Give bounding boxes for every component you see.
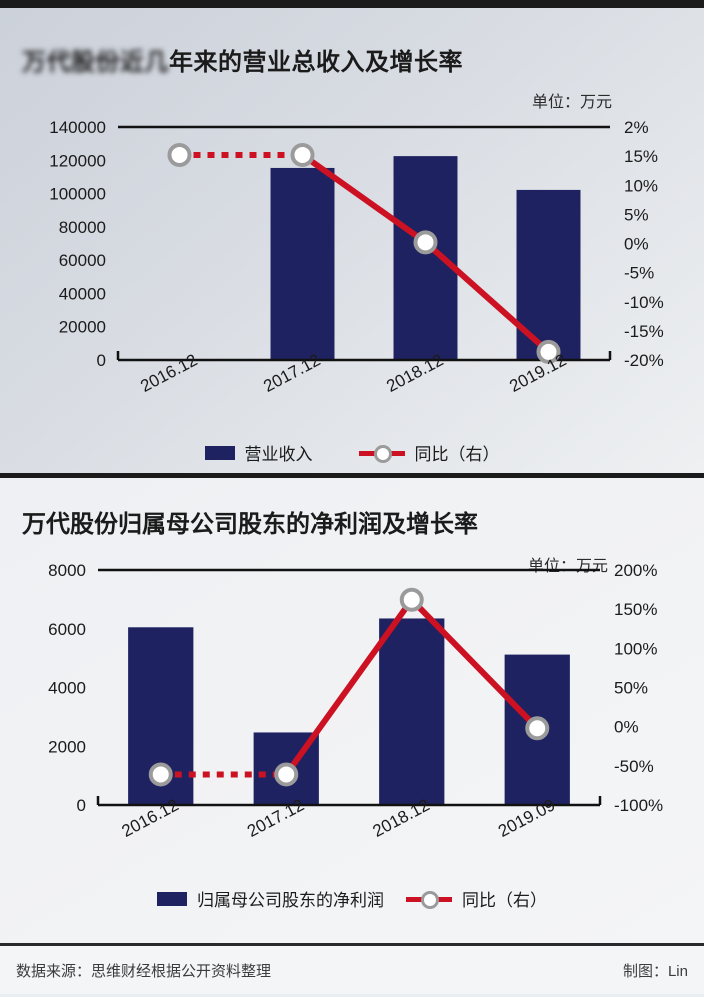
trend-line-marker xyxy=(413,230,438,255)
y-axis-tick-label-right: -100% xyxy=(614,796,663,815)
y-axis-tick-label-right: -15% xyxy=(624,322,664,341)
legend-label-bar-profit: 归属母公司股东的净利润 xyxy=(197,891,384,910)
chart-svg-profit: 0 2000 4000 6000 8000 -100% -50% 0% 50% 100% 150% 2… xyxy=(48,561,663,841)
chart-title-revenue-blurred-part: 万代股份近几 xyxy=(22,49,169,76)
footer: 数据来源：思维财经根据公开资料整理 制图：Lin xyxy=(0,946,704,994)
bar xyxy=(270,167,335,360)
y-axis-tick-label-left: 8000 xyxy=(48,561,86,580)
y-axis-tick-label-right: 2% xyxy=(624,118,649,137)
footer-credit: 制图：Lin xyxy=(622,962,688,980)
footer-divider xyxy=(0,943,704,946)
chart-title-profit: 万代股份归属母公司股东的净利润及增长率 xyxy=(22,511,478,538)
y-axis-tick-label-left: 100000 xyxy=(49,185,106,204)
legend-bar-swatch-icon xyxy=(204,445,235,460)
bar xyxy=(379,618,445,805)
legend-label-line-revenue: 同比（右） xyxy=(414,445,500,464)
y-axis-tick-label-left: 120000 xyxy=(49,151,106,170)
y-axis-tick-label-left: 2000 xyxy=(48,737,86,756)
legend-line-marker-icon xyxy=(406,890,452,909)
y-axis-tick-label-right: -10% xyxy=(624,293,664,312)
y-axis-tick-label-left: 60000 xyxy=(59,251,106,270)
y-axis-tick-label-right: 200% xyxy=(614,561,657,580)
chart-title-revenue-rest: 年来的营业总收入及增长率 xyxy=(169,49,463,76)
chart-svg-revenue: 0 20000 40000 60000 80000 100000 120000 140000 -… xyxy=(49,118,664,396)
top-divider-bar xyxy=(0,0,704,8)
y-axis-tick-label-left: 0 xyxy=(97,351,106,370)
legend-item-bar-revenue: 营业收入 xyxy=(204,440,313,465)
legend-line-marker-icon xyxy=(358,444,405,463)
trend-line-segment xyxy=(283,598,415,777)
y-axis-tick-label-right: 0% xyxy=(624,235,649,254)
legend-label-line-profit: 同比（右） xyxy=(462,891,547,910)
y-axis-tick-label-left: 0 xyxy=(77,796,86,815)
legend-item-line-revenue: 同比（右） xyxy=(358,440,500,465)
trend-line-segment xyxy=(423,240,551,355)
legend-item-line-profit: 同比（右） xyxy=(406,886,547,911)
trend-line-marker xyxy=(290,142,315,167)
y-axis-tick-label-left: 6000 xyxy=(48,620,86,639)
y-axis-tick-label-left: 20000 xyxy=(59,318,106,337)
chart-title-revenue: 万代股份近几年来的营业总收入及增长率 xyxy=(22,42,463,77)
chart-panel-profit: 万代股份归属母公司股东的净利润及增长率 单位：万元 0 2000 4000 6000 8… xyxy=(0,478,704,943)
y-axis-tick-label-left: 80000 xyxy=(59,218,106,237)
legend-revenue: 营业收入 同比（右） xyxy=(0,440,704,465)
x-axis-tick-label-group: 2016.12 xyxy=(137,350,200,396)
y-axis-tick-label-right: 10% xyxy=(624,176,658,195)
y-axis-tick-label-left: 4000 xyxy=(48,679,86,698)
y-axis-tick-label-right: -50% xyxy=(614,757,654,776)
y-axis-tick-label-right: -5% xyxy=(624,264,654,283)
trend-line-marker xyxy=(525,716,550,741)
footer-source: 数据来源：思维财经根据公开资料整理 xyxy=(16,962,272,980)
legend-bar-swatch-icon xyxy=(157,891,187,906)
panel-divider xyxy=(0,473,704,478)
y-axis-tick-label-right: 150% xyxy=(614,600,657,619)
y-axis-tick-label-right: 100% xyxy=(614,639,657,658)
y-axis-tick-label-left: 40000 xyxy=(59,284,106,303)
y-axis-tick-label-right: 0% xyxy=(614,718,639,737)
trend-line-marker xyxy=(274,762,299,787)
unit-label-revenue: 单位：万元 xyxy=(531,94,612,111)
y-axis-tick-label-left: 140000 xyxy=(49,118,106,137)
bar xyxy=(393,156,458,360)
trend-line-segment xyxy=(409,597,540,731)
legend-profit: 归属母公司股东的净利润 同比（右） xyxy=(0,886,704,911)
trend-line-marker xyxy=(148,762,173,787)
trend-line-marker xyxy=(536,339,561,364)
y-axis-tick-label-right: 50% xyxy=(614,679,648,698)
trend-line-marker xyxy=(399,587,424,612)
legend-item-bar-profit: 归属母公司股东的净利润 xyxy=(157,886,384,911)
trend-line-segment xyxy=(300,152,428,245)
legend-label-bar-revenue: 营业收入 xyxy=(244,445,313,464)
y-axis-tick-label-right: -20% xyxy=(624,351,664,370)
y-axis-tick-label-right: 5% xyxy=(624,205,649,224)
chart-panel-revenue: 万代股份近几年来的营业总收入及增长率 单位：万元 0 20000 40000 6000… xyxy=(0,8,704,473)
x-axis-tick-label: 2016.12 xyxy=(137,350,200,396)
trend-line-marker xyxy=(167,142,192,167)
y-axis-tick-label-right: 15% xyxy=(624,147,658,166)
